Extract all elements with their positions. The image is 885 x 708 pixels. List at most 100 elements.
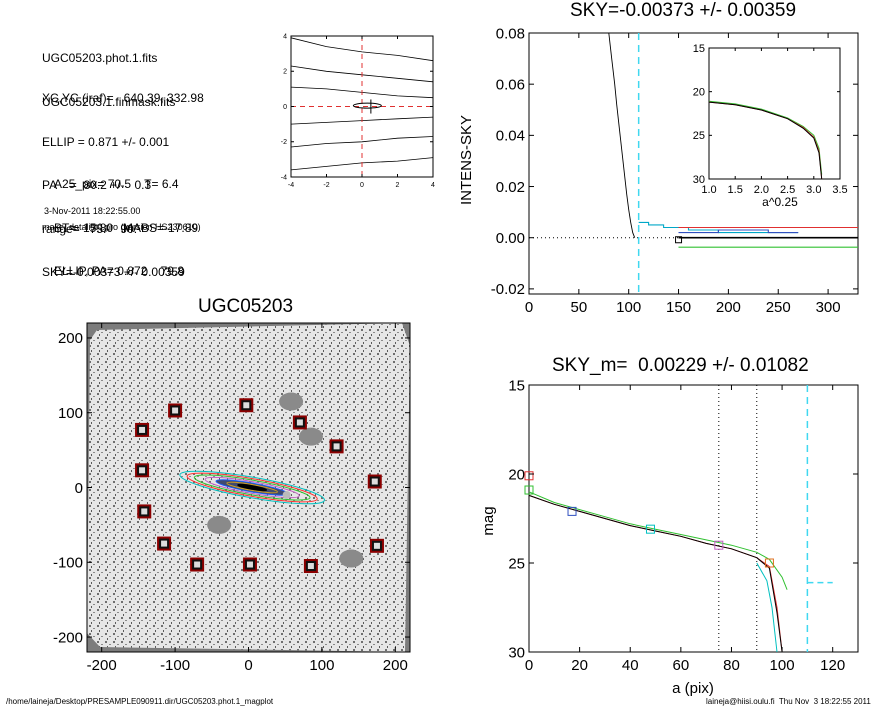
contour-ytick-label: 2 xyxy=(283,69,287,76)
contour-ytick-label: -2 xyxy=(281,139,287,146)
mag-marker xyxy=(567,506,577,516)
masked-blob xyxy=(339,549,364,568)
intensity-profile xyxy=(608,32,636,238)
inset-ytick-label: 15 xyxy=(693,43,705,55)
footer-path: /home/laineja/Desktop/PRESAMPLE090911.di… xyxy=(6,697,274,706)
masked-star-core xyxy=(139,467,146,474)
galaxy-isophote xyxy=(186,472,318,503)
mag-marker xyxy=(714,540,724,550)
image-plot: -200 -100 0 100 200 -200 -100 0 100 200 xyxy=(53,322,411,674)
contour-plot: -4 -2 0 2 4 -4 -2 0 2 4 xyxy=(281,33,435,189)
sky-ytick-label: 0.08 xyxy=(496,25,525,42)
sky-ytick-label: 0.00 xyxy=(496,230,525,247)
image-xtick-label: 100 xyxy=(309,657,334,674)
inset-ytick-label: 25 xyxy=(693,130,705,142)
contour-line xyxy=(290,136,434,148)
sky-ytick-label: 0.06 xyxy=(496,76,525,93)
image-ytick-label: 100 xyxy=(58,405,83,422)
sky-xtick-label: 250 xyxy=(766,299,791,316)
inset-xtick-label: 1.0 xyxy=(701,184,716,196)
sky-ytick-label: 0.02 xyxy=(496,179,525,196)
masked-star-core xyxy=(307,563,314,570)
mag-xtick-label: 0 xyxy=(525,657,533,674)
inset-xtick-label: 3.5 xyxy=(832,184,847,196)
contour-ytick-label: -4 xyxy=(281,174,287,181)
mag-xtick-label: 100 xyxy=(770,657,795,674)
masked-star-core xyxy=(371,478,378,485)
mag-xtick-label: 120 xyxy=(820,657,845,674)
mag-xtick-label: 20 xyxy=(571,657,588,674)
masked-blob xyxy=(298,427,323,446)
ellip-pa-line: ELLIP, PA= 0.872 79.8 xyxy=(54,264,184,278)
mag-xtick-label: 80 xyxy=(723,657,740,674)
program-version: make_datalist0.pro (version HS230610) xyxy=(42,222,201,232)
galaxy-params: A25_pix= 70.5 T= 6.4 BT= 15.80 MABS=-17.… xyxy=(54,148,198,293)
contour-xtick-label: 4 xyxy=(431,182,435,189)
image-ytick-label: 0 xyxy=(75,480,83,497)
center-ellipse xyxy=(352,102,382,109)
contour-xtick-label: -2 xyxy=(323,182,329,189)
mag-marker xyxy=(524,485,534,495)
contour-ytick-label: 4 xyxy=(283,33,287,40)
sky-plot: 0 50 100 150 200 250 300 -0.02 0.00 0.02 0.04 0.06 0… xyxy=(491,25,859,316)
inset-xlabel: a^0.25 xyxy=(762,195,798,209)
center-line: XC,YC (iraf)= 640.39, 332.98 xyxy=(42,91,204,105)
footer-user: laineja@hiisi.oulu.fi Thu Nov 3 18:22:55… xyxy=(706,697,871,706)
sky-ytick-label: -0.02 xyxy=(491,281,525,298)
sky-xtick-label: 0 xyxy=(525,299,533,316)
image-xtick-label: -100 xyxy=(160,657,190,674)
mag-ytick-label: 25 xyxy=(508,555,525,572)
sky-xtick-label: 200 xyxy=(716,299,741,316)
sky-ylabel: INTENS-SKY xyxy=(458,115,475,205)
mag-chart-title: SKY_m= 0.00229 +/- 0.01082 xyxy=(552,355,809,376)
inset-ytick-label: 30 xyxy=(693,174,705,186)
sky-step-series xyxy=(678,229,799,234)
galaxy-isophote xyxy=(193,474,311,501)
galaxy-isophote xyxy=(237,483,268,492)
image-xtick-label: 200 xyxy=(383,657,408,674)
inset-xtick-label: 3.0 xyxy=(806,184,821,196)
masked-star-core xyxy=(141,508,148,515)
contour-xtick-label: 0 xyxy=(360,182,364,189)
mag-marker xyxy=(764,558,774,568)
mask-file-name: UGC05203.1.finmask.fits xyxy=(42,94,176,109)
phot-file-name: UGC05203.phot.1.fits xyxy=(42,51,158,65)
masked-blob xyxy=(279,392,304,411)
foreground-star xyxy=(282,490,291,499)
masked-star-core xyxy=(373,542,380,549)
mag-profile xyxy=(756,562,778,653)
sky-line: SKY=-0.00373 +/- 0.00359 xyxy=(42,265,185,279)
sky-marker xyxy=(675,236,683,244)
mag-xtick-label: 40 xyxy=(622,657,639,674)
contour-line xyxy=(290,37,434,62)
mag-xtick-label: 60 xyxy=(673,657,690,674)
range-line: range= 75.- 90. xyxy=(42,221,138,236)
inset-xtick-label: 2.5 xyxy=(780,184,795,196)
ellip-line: ELLIP = 0.871 +/- 0.001 xyxy=(42,134,170,149)
image-xtick-label: 0 xyxy=(244,657,252,674)
file-names: UGC05203.phot.1.fits UGC05203.1.finmask.… xyxy=(42,22,175,124)
sky-chart-title: SKY=-0.00373 +/- 0.00359 xyxy=(570,0,797,21)
inset-series xyxy=(708,101,823,180)
mag-profile xyxy=(528,494,783,653)
mag-ytick-label: 30 xyxy=(508,644,525,661)
pa-line: PA = 80.2 +/- 0.3 xyxy=(42,178,152,192)
image-ytick-label: -100 xyxy=(53,555,83,572)
sky-ytick-label: 0.04 xyxy=(496,128,525,145)
galaxy-isophote xyxy=(204,476,300,499)
masked-star-core xyxy=(172,407,179,414)
mag-ytick-label: 20 xyxy=(508,466,525,483)
masked-blob xyxy=(207,515,232,534)
masked-star-core xyxy=(296,419,303,426)
image-ytick-label: 200 xyxy=(58,330,83,347)
sky-xtick-label: 100 xyxy=(616,299,641,316)
image-xtick-label: -200 xyxy=(87,657,117,674)
inset-ytick-label: 20 xyxy=(693,87,705,99)
a25-line: A25_pix= 70.5 T= 6.4 xyxy=(54,177,179,191)
image-title: UGC05203 xyxy=(198,296,294,317)
masked-star-core xyxy=(243,402,250,409)
masked-star-core xyxy=(194,561,201,568)
contour-xtick-label: -4 xyxy=(288,182,294,189)
mag-ylabel: mag xyxy=(480,506,497,535)
galaxy-isophote xyxy=(179,470,325,505)
